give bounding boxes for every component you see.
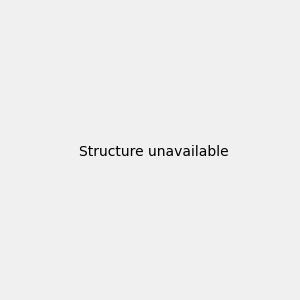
Text: Structure unavailable: Structure unavailable xyxy=(79,145,229,158)
